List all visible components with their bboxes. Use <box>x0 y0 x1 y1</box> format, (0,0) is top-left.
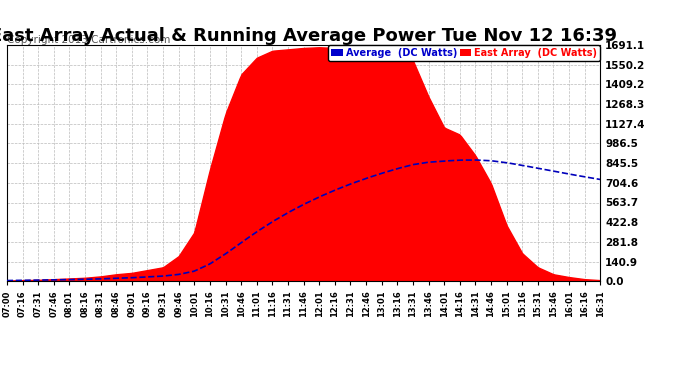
Legend: Average  (DC Watts), East Array  (DC Watts): Average (DC Watts), East Array (DC Watts… <box>328 45 600 61</box>
Title: East Array Actual & Running Average Power Tue Nov 12 16:39: East Array Actual & Running Average Powe… <box>0 27 617 45</box>
Text: Copyright 2013 Cartronics.com: Copyright 2013 Cartronics.com <box>7 34 170 45</box>
